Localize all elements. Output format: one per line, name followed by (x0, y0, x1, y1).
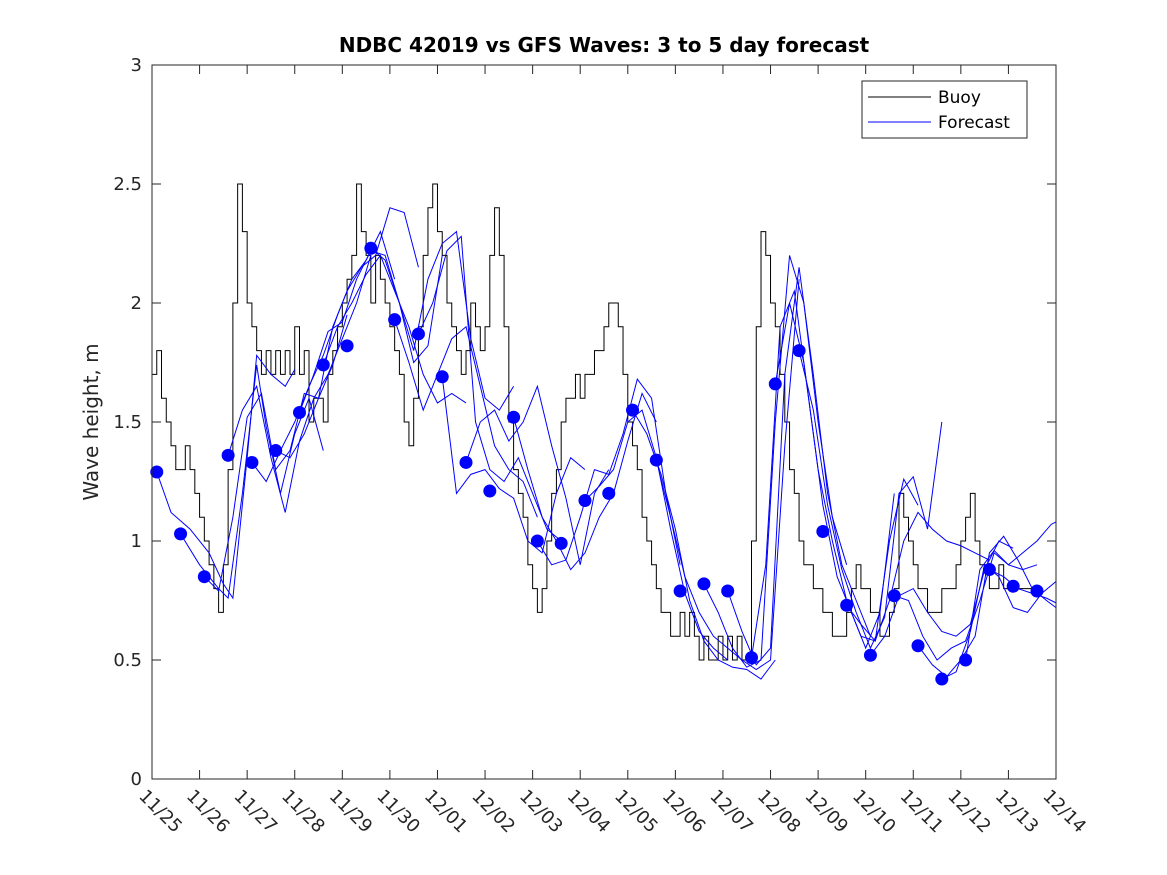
forecast-marker (816, 524, 830, 538)
forecast-marker (435, 370, 449, 384)
forecast-marker (197, 570, 211, 584)
y-tick-label: 2.5 (113, 174, 142, 195)
forecast-marker (364, 241, 378, 255)
legend-buoy-label: Buoy (938, 88, 981, 108)
forecast-marker (316, 358, 330, 372)
forecast-line-12 (465, 384, 610, 565)
forecast-line-22 (798, 350, 943, 650)
forecast-marker (459, 455, 473, 469)
forecast-marker (626, 403, 640, 417)
forecast-marker (673, 584, 687, 598)
y-tick-label: 1 (131, 531, 142, 552)
forecast-marker (578, 494, 592, 508)
forecast-line-7 (322, 254, 467, 404)
forecast-marker (269, 444, 283, 458)
y-axis-label: Wave height, m (79, 343, 103, 500)
forecast-line-5 (275, 207, 419, 459)
forecast-marker (887, 589, 901, 603)
forecast-marker (768, 377, 782, 391)
forecast-marker (744, 651, 758, 665)
buoy-series (152, 183, 1042, 661)
forecast-marker (721, 584, 735, 598)
forecast-marker (1030, 584, 1044, 598)
forecast-line-17 (655, 279, 800, 671)
y-tick-label: 3 (131, 55, 142, 76)
y-tick-label: 0.5 (113, 650, 142, 671)
forecast-marker (221, 448, 235, 462)
forecast-marker (388, 313, 402, 327)
forecast-line-0 (156, 354, 296, 600)
forecast-marker (602, 486, 616, 500)
y-tick-labels: 0 0.5 1 1.5 2 2.5 3 (113, 55, 142, 790)
forecast-marker (507, 410, 521, 424)
y-tick-label: 1.5 (113, 412, 142, 433)
forecast-line-2 (203, 314, 348, 592)
forecast-marker (245, 455, 259, 469)
forecast-marker (649, 453, 663, 467)
forecast-line-25 (894, 552, 1038, 661)
forecast-line-28 (965, 521, 1057, 661)
forecast-line-1 (180, 364, 324, 600)
forecast-marker (340, 339, 354, 353)
forecast-line-14 (536, 378, 681, 566)
forecast-line-9 (394, 319, 538, 518)
legend: Buoy Forecast (861, 80, 1028, 139)
forecast-marker (554, 536, 568, 550)
chart-title: NDBC 42019 vs GFS Waves: 3 to 5 day fore… (339, 33, 870, 57)
forecast-marker (150, 465, 164, 479)
legend-box (861, 80, 1028, 139)
forecast-marker (483, 484, 497, 498)
y-tick-label: 0 (131, 769, 142, 790)
forecast-marker (1006, 579, 1020, 593)
forecast-marker (840, 598, 854, 612)
forecast-line-20 (751, 289, 895, 658)
forecast-line-10 (417, 235, 562, 542)
plot-area (152, 65, 1056, 779)
forecast-line-23 (846, 511, 990, 642)
forecast-line-8 (370, 230, 515, 411)
y-tick-label: 2 (131, 293, 142, 314)
forecast-marker (935, 672, 949, 686)
forecast-marker (792, 344, 806, 358)
forecast-marker (911, 639, 925, 653)
forecast-marker (959, 653, 973, 667)
forecast-line-24 (870, 540, 1014, 656)
forecast-line-29 (989, 569, 1057, 604)
forecast-line-13 (513, 392, 657, 571)
forecast-series-group (156, 207, 1057, 680)
forecast-markers (150, 241, 1044, 686)
buoy-line (152, 183, 1042, 661)
axis-ticks (151, 64, 1057, 780)
forecast-marker (982, 563, 996, 577)
forecast-marker (697, 577, 711, 591)
forecast-marker (411, 327, 425, 341)
forecast-marker (292, 405, 306, 419)
forecast-marker (863, 648, 877, 662)
forecast-marker (174, 527, 188, 541)
legend-forecast-label: Forecast (938, 113, 1010, 133)
forecast-marker (530, 534, 544, 548)
